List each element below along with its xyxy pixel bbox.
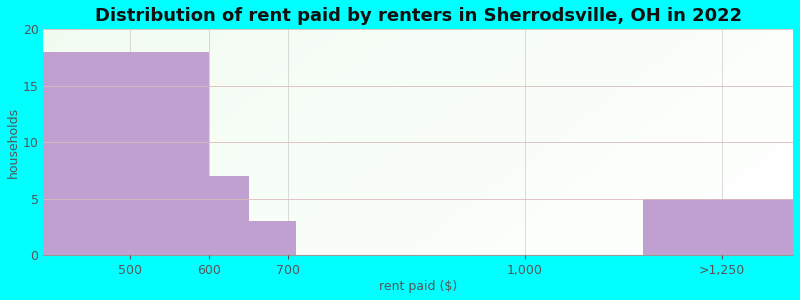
Bar (43, 52, 209, 255)
Bar (249, 221, 296, 255)
Bar (643, 199, 793, 255)
Title: Distribution of rent paid by renters in Sherrodsville, OH in 2022: Distribution of rent paid by renters in … (94, 7, 742, 25)
Y-axis label: households: households (7, 107, 20, 178)
X-axis label: rent paid ($): rent paid ($) (379, 280, 458, 293)
Bar (209, 176, 249, 255)
